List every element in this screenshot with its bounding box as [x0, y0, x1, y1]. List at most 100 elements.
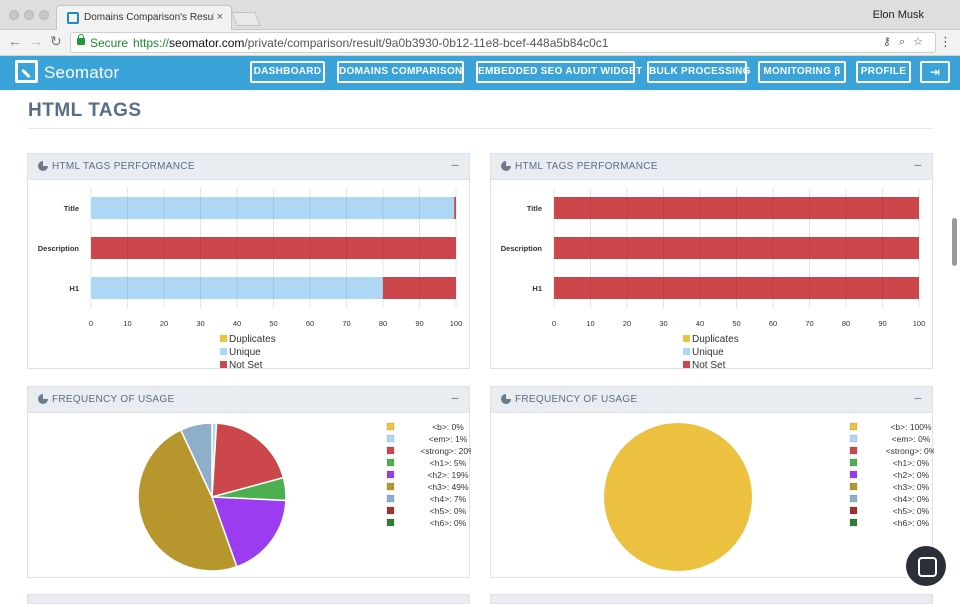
pie-legend-label: <h6>: 0%: [893, 518, 930, 528]
bar-segment: [454, 197, 456, 219]
legend-swatch: [683, 335, 690, 342]
key-icon[interactable]: ⚷: [882, 36, 899, 48]
pie-legend-swatch: [849, 434, 858, 443]
pie-legend-swatch: [849, 482, 858, 491]
chat-icon[interactable]: [906, 546, 946, 586]
nav-monitoring-button[interactable]: MONITORING β: [758, 61, 846, 83]
pie-legend-label: <h5>: 0%: [893, 506, 930, 516]
x-tick-label: 100: [913, 319, 926, 328]
x-tick-label: 60: [769, 319, 777, 328]
close-window-icon[interactable]: [9, 10, 19, 20]
profile-name[interactable]: Elon Musk: [872, 9, 924, 21]
pie-legend-label: <h2>: 19%: [427, 470, 469, 480]
x-tick-label: 50: [269, 319, 277, 328]
x-tick-label: 70: [342, 319, 350, 328]
omnibox-actions: ⚷⌕☆: [883, 35, 931, 49]
minimize-icon[interactable]: −: [913, 390, 922, 406]
bar-chart-2: Title Description H1 0 10 20 30 40 50 60 70 80 90 100…: [501, 188, 926, 370]
pie-legend-label: <h2>: 0%: [893, 470, 930, 480]
panel-title: HTML TAGS PERFORMANCE: [52, 161, 195, 172]
minimize-icon[interactable]: −: [450, 157, 459, 173]
pie-legend-swatch: [386, 494, 395, 503]
forward-arrow-icon[interactable]: →: [29, 33, 43, 49]
zoom-icon[interactable]: ⌕: [898, 36, 914, 48]
pie-slice: [179, 422, 213, 498]
pie-legend-swatch: [386, 458, 395, 467]
x-tick-label: 0: [552, 319, 556, 328]
x-tick-label: 10: [586, 319, 594, 328]
frequency-of-usage-panel-1: FREQUENCY OF USAGE − <b>: 0% <em>: 1% <str…: [27, 386, 471, 578]
pie-legend-swatch: [386, 470, 395, 479]
browser-tab[interactable]: Domains Comparison's Result ×: [56, 5, 232, 31]
pie-legend-label: <h3>: 0%: [893, 482, 930, 492]
pie-legend-label: <strong>: 20%: [420, 446, 471, 456]
url-bar[interactable]: Secure https://seomator.com/private/comp…: [70, 32, 936, 53]
bar-segment: [383, 277, 456, 299]
minimize-icon[interactable]: −: [913, 157, 922, 173]
x-tick-label: 30: [196, 319, 204, 328]
pie-legend-label: <b>: 0%: [432, 422, 464, 432]
panel-title: FREQUENCY OF USAGE: [515, 394, 638, 405]
x-tick-label: 40: [696, 319, 704, 328]
pie-legend-swatch: [386, 482, 395, 491]
pie-legend-label: <em>: 1%: [429, 434, 468, 444]
bar-segment: [554, 237, 919, 259]
x-tick-label: 20: [160, 319, 168, 328]
pie-legend-swatch: [849, 518, 858, 527]
back-arrow-icon[interactable]: ←: [8, 33, 22, 49]
panel-header: FREQUENCY OF USAGE −: [491, 387, 932, 413]
x-tick-label: 60: [306, 319, 314, 328]
brand-name[interactable]: Seomator: [44, 63, 120, 82]
page-title: HTML TAGS: [28, 100, 142, 121]
pie-legend-label: <strong>: 0%: [886, 446, 934, 456]
pie-chart-icon: [38, 394, 48, 404]
x-tick-label: 30: [659, 319, 667, 328]
legend-label: Unique: [229, 347, 261, 358]
pie-chart-icon: [38, 161, 48, 171]
bar-segment: [91, 197, 455, 219]
pie-legend-label: <h5>: 0%: [430, 506, 467, 516]
minimize-window-icon[interactable]: [24, 10, 34, 20]
reload-icon[interactable]: ↻: [50, 33, 62, 49]
panel-header: HTML TAGS PERFORMANCE −: [491, 154, 932, 180]
html-tags-performance-panel-2: HTML TAGS PERFORMANCE − Title Description…: [490, 153, 933, 370]
bar-chart-1: Title Description H1 0 10 20 30 40 50 60 70 80 90 100…: [38, 188, 462, 370]
category-label: H1: [69, 284, 79, 293]
pie-chart-2: <b>: 100% <em>: 0% <strong>: 0% <h1>: 0% <h2…: [604, 422, 934, 571]
legend-label: Duplicates: [692, 334, 739, 345]
nav-bulk-processing-button[interactable]: BULK PROCESSING: [647, 61, 750, 83]
category-label: Title: [527, 204, 542, 213]
url-text[interactable]: https://seomator.com/private/comparison/…: [133, 36, 608, 50]
pie-legend-label: <h1>: 0%: [893, 458, 930, 468]
pie-legend-label: <h1>: 5%: [430, 458, 467, 468]
next-panel-header: [490, 594, 933, 604]
x-tick-label: 80: [842, 319, 850, 328]
page-scrollbar[interactable]: [952, 218, 957, 266]
pie-legend-swatch: [849, 422, 858, 431]
logout-icon[interactable]: ⇥: [920, 61, 950, 83]
pie-legend-swatch: [386, 434, 395, 443]
tab-close-icon[interactable]: ×: [216, 11, 223, 23]
minimize-icon[interactable]: −: [450, 390, 459, 406]
pie-legend-label: <b>: 100%: [890, 422, 932, 432]
nav-profile-button[interactable]: PROFILE: [856, 61, 911, 83]
browser-menu-icon[interactable]: ⋮: [939, 34, 952, 49]
new-tab-button[interactable]: [231, 12, 261, 26]
nav-embedded-widget-button[interactable]: EMBEDDED SEO AUDIT WIDGET: [476, 61, 642, 83]
category-label: Description: [501, 244, 543, 253]
title-divider: [28, 128, 934, 129]
pie-chart-1: <b>: 0% <em>: 1% <strong>: 20% <h1>: 5% <h2>…: [137, 422, 471, 572]
nav-dashboard-button[interactable]: DASHBOARD: [250, 61, 325, 83]
x-tick-label: 90: [415, 319, 423, 328]
next-panel-header: [27, 594, 470, 604]
pie-legend-label: <h3>: 49%: [427, 482, 469, 492]
x-tick-label: 90: [878, 319, 886, 328]
maximize-window-icon[interactable]: [39, 10, 49, 20]
category-label: Description: [38, 244, 80, 253]
tab-title: Domains Comparison's Result: [84, 12, 214, 23]
nav-domains-comparison-button[interactable]: DOMAINS COMPARISON: [337, 61, 464, 83]
legend-swatch: [220, 361, 227, 368]
bookmark-star-icon[interactable]: ☆: [913, 36, 931, 48]
panel-title: HTML TAGS PERFORMANCE: [515, 161, 658, 172]
seomator-logo-icon[interactable]: [15, 60, 38, 83]
